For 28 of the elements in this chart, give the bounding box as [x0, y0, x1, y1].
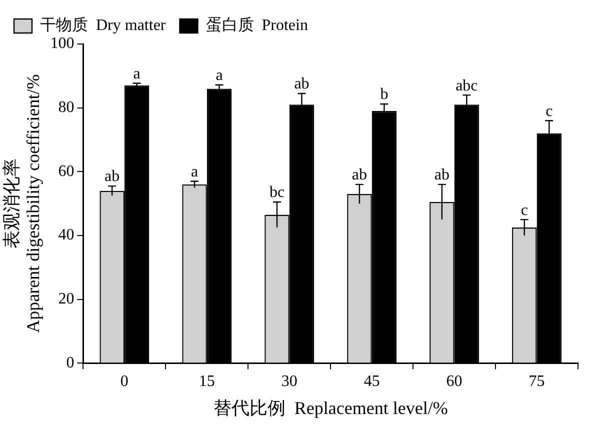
- x-tick-label: 75: [528, 373, 545, 390]
- annotation: ab: [434, 166, 450, 184]
- x-tick-label: 15: [198, 373, 215, 390]
- annotation: a: [216, 67, 223, 84]
- annotation: bc: [269, 184, 285, 202]
- y-tick-label: 80: [58, 99, 74, 116]
- y-tick-label: 40: [58, 226, 74, 244]
- annotation: abc: [456, 77, 478, 94]
- x-tick-label: 45: [364, 373, 380, 390]
- annotation: ab: [104, 168, 120, 186]
- annotation: ab: [294, 76, 310, 93]
- y-axis-title: 表观消化率 Apparent digestibility coefficient/%: [2, 74, 44, 333]
- y-tick-label: 0: [66, 354, 74, 372]
- annotation: b: [380, 86, 388, 104]
- x-axis-title: 替代比例 Replacement level/%: [213, 398, 448, 418]
- x-tick-label: 30: [281, 373, 298, 390]
- y-tick-label: 100: [50, 35, 74, 52]
- annotation: ab: [352, 166, 368, 184]
- x-tick-label: 0: [120, 373, 128, 390]
- legend-label: 干物质 Dry matter: [40, 16, 166, 34]
- legend-label: 蛋白质 Protein: [206, 16, 308, 34]
- y-tick-label: 60: [58, 162, 74, 180]
- x-tick-label: 60: [446, 373, 462, 390]
- annotation: a: [190, 163, 198, 180]
- annotation: c: [546, 102, 553, 120]
- annotation: a: [133, 65, 140, 82]
- annotation: c: [520, 202, 528, 219]
- y-tick-label: 20: [58, 290, 74, 308]
